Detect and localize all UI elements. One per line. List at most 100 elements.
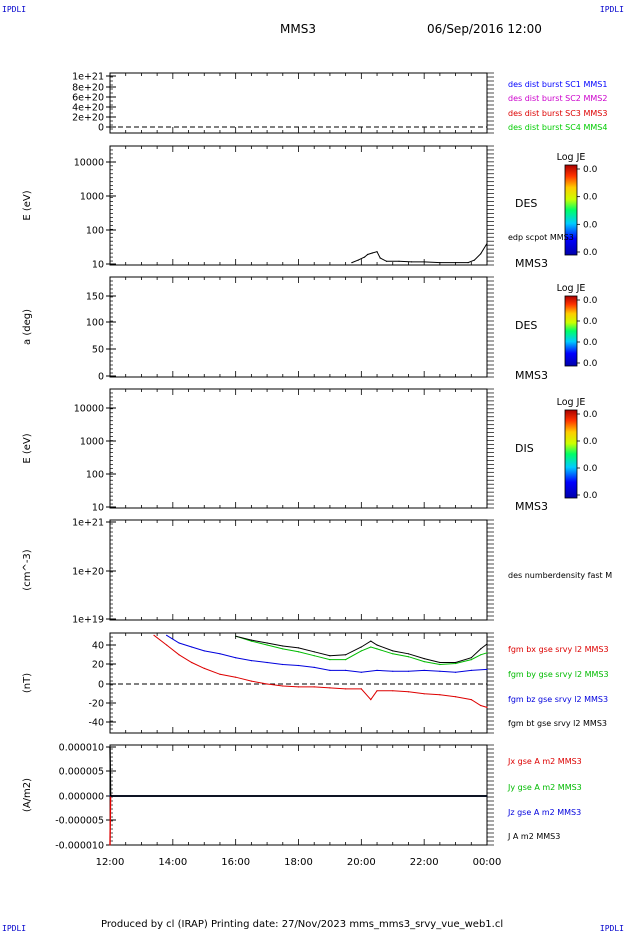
data-point (392, 653, 394, 655)
data-point (467, 262, 469, 264)
series-label: DES (515, 197, 537, 210)
data-point (423, 693, 425, 695)
data-point (360, 646, 362, 648)
series-label: fgm bz gse srvy l2 MMS3 (508, 695, 608, 704)
data-point (407, 656, 410, 658)
y-tick-label: 1e+21 (72, 72, 104, 83)
data-point (392, 690, 394, 692)
x-tick-label: 16:00 (221, 857, 250, 868)
data-point (329, 687, 331, 689)
panel-burst (106, 72, 494, 134)
data-point (250, 640, 252, 642)
series-label: MMS3 (515, 500, 548, 513)
data-point (370, 646, 372, 648)
colorbar-tick-label: 0.0 (583, 437, 598, 447)
data-point (423, 669, 425, 672)
panel-des-energy (106, 145, 580, 266)
series-line-fgm-2 (166, 634, 488, 673)
data-point (153, 634, 155, 636)
colorbar (564, 164, 578, 256)
data-point (191, 646, 193, 648)
data-point (357, 259, 359, 261)
series-label: des dist burst SC3 MMS3 (508, 109, 607, 118)
colorbar-tick-label: 0.0 (583, 491, 598, 501)
data-point (376, 644, 378, 646)
data-point (367, 253, 369, 256)
data-point (329, 659, 331, 661)
y-tick-label: 10 (92, 260, 104, 271)
y-tick-label: 100 (86, 318, 104, 329)
series-label: fgm bx gse srvy l2 MMS3 (508, 645, 609, 654)
colorbar-tick-label: 0.0 (583, 410, 598, 420)
data-point (109, 746, 111, 748)
data-point (455, 662, 457, 665)
data-point (297, 647, 300, 649)
data-point (470, 657, 472, 659)
colorbar-tick-label: 0.0 (583, 165, 598, 175)
data-point (219, 673, 221, 675)
data-point (480, 654, 482, 656)
data-point (439, 262, 441, 264)
panel-frame (109, 145, 488, 266)
y-tick-label: 150 (86, 292, 104, 303)
colorbar-title: Log JE (557, 283, 586, 294)
panel-frame (109, 744, 488, 846)
series-label: DES (515, 319, 537, 332)
y-tick-label: -0.000010 (55, 841, 104, 852)
data-point (371, 252, 373, 254)
data-point (360, 671, 362, 673)
data-point (313, 651, 315, 653)
data-point (345, 669, 347, 672)
data-point (376, 648, 378, 650)
data-point (363, 256, 366, 258)
y-tick-label: 0 (98, 123, 104, 134)
data-point (398, 260, 400, 262)
data-point (486, 668, 488, 671)
y-tick-label: 2e+20 (72, 113, 104, 124)
data-point (235, 676, 237, 678)
corner-label-bottom-left: IPDLI (2, 924, 27, 933)
data-point (250, 639, 252, 641)
y-tick-label: 6e+20 (72, 93, 104, 104)
y-tick-label: 40 (92, 641, 104, 652)
data-point (166, 644, 168, 646)
data-point (282, 648, 284, 650)
data-point (360, 688, 362, 690)
series-label: J A m2 MMS3 (507, 832, 560, 841)
colorbar-tick-label: 0.0 (583, 220, 598, 230)
panel-frame (109, 276, 488, 378)
data-point (370, 699, 372, 701)
data-point (423, 661, 425, 663)
series-line-fgm-3 (235, 635, 488, 663)
x-tick-label: 18:00 (284, 857, 313, 868)
series-label: fgm bt gse srvy l2 MMS3 (508, 719, 607, 728)
y-tick-label: 1000 (80, 192, 104, 203)
data-point (313, 686, 315, 688)
data-point (166, 634, 168, 636)
colorbar (564, 295, 578, 367)
y-axis-label: E (eV) (22, 433, 33, 463)
data-point (486, 795, 488, 797)
data-point (235, 657, 237, 659)
data-point (407, 653, 410, 655)
series-label: Jy gse A m2 MMS3 (507, 783, 582, 792)
panel-density (106, 519, 494, 621)
y-axis-label: (cm^-3) (22, 549, 33, 590)
data-point (345, 688, 347, 690)
panel-frame (109, 519, 488, 621)
data-point (329, 655, 331, 657)
x-tick-label: 12:00 (96, 857, 125, 868)
y-tick-label: 0.000000 (59, 792, 104, 803)
data-point (282, 685, 284, 687)
panel-fgm (106, 632, 494, 734)
data-point (110, 795, 112, 797)
data-point (345, 654, 347, 656)
y-tick-label: 8e+20 (72, 83, 104, 94)
data-point (407, 691, 410, 693)
data-point (266, 642, 268, 644)
data-point (313, 666, 315, 669)
data-point (266, 644, 268, 646)
corner-label-top-left: IPDLI (2, 5, 27, 14)
data-point (109, 844, 111, 846)
